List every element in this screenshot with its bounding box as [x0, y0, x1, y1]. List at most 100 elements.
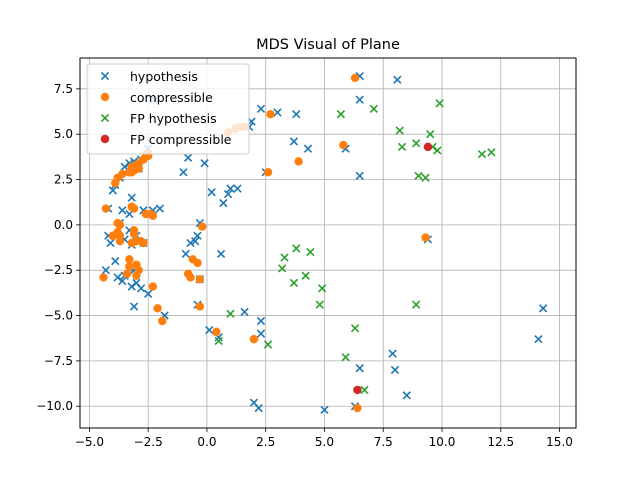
- fp-hypothesis-point: [341, 353, 350, 362]
- compressible-point: [125, 255, 134, 264]
- x-tick-label: −2.5: [134, 435, 163, 449]
- hypothesis-point: [207, 188, 216, 197]
- hypothesis-point: [390, 365, 400, 375]
- marker-stroke: [155, 204, 165, 213]
- marker-stroke: [113, 273, 122, 282]
- marker-stroke: [139, 206, 148, 215]
- fp-hypothesis-point: [336, 110, 346, 119]
- legend-item-fp-hypothesis: FP hypothesis: [100, 111, 217, 126]
- hypothesis-point: [144, 289, 153, 298]
- hypothesis-point: [200, 159, 209, 168]
- compressible-point: [127, 168, 136, 177]
- x-tick-label: 12.5: [487, 435, 514, 449]
- marker-stroke: [317, 284, 327, 293]
- x-tick-label: 2.5: [256, 435, 275, 449]
- hypothesis-point: [101, 266, 111, 275]
- x-tick-label: 7.5: [374, 435, 393, 449]
- compressible-point: [125, 262, 134, 271]
- legend-label-hypothesis: hypothesis: [130, 69, 198, 84]
- compressible-point: [115, 236, 125, 246]
- compressible-point: [350, 73, 360, 83]
- hypothesis-point: [303, 144, 313, 153]
- y-tick-label: −7.5: [44, 354, 73, 368]
- fp-hypothesis-point: [317, 284, 327, 293]
- compressible-point: [266, 110, 275, 119]
- marker-stroke: [277, 264, 287, 273]
- compressible-point: [263, 168, 273, 177]
- compressible-point: [122, 269, 132, 279]
- hypothesis-point: [181, 249, 190, 259]
- compressible-point: [339, 140, 348, 150]
- marker-stroke: [101, 266, 111, 275]
- marker-stroke: [341, 144, 350, 153]
- marker-stroke: [289, 137, 299, 146]
- hypothesis-point: [129, 302, 139, 311]
- fp-hypothesis-point: [411, 300, 421, 309]
- hypothesis-point: [320, 405, 329, 415]
- marker-stroke: [421, 173, 430, 182]
- marker-stroke: [303, 144, 313, 153]
- marker-stroke: [183, 153, 193, 162]
- plot-area-frame: [79, 57, 577, 429]
- compressible-point: [134, 164, 143, 173]
- legend-label-fp-compressible: FP compressible: [130, 132, 232, 147]
- x-tick-label: 15.0: [546, 435, 573, 449]
- fp-hypothesis-point: [411, 139, 421, 148]
- x-tick-label: 0.0: [197, 435, 216, 449]
- fp-hypothesis-point: [301, 271, 310, 280]
- hypothesis-point: [355, 95, 364, 104]
- fp-hypothesis-point: [226, 309, 235, 318]
- marker-stroke: [273, 108, 282, 117]
- y-tick-label: 2.5: [54, 173, 73, 187]
- marker-stroke: [136, 284, 146, 293]
- marker-stroke: [144, 289, 153, 298]
- marker-stroke: [355, 95, 364, 104]
- marker-stroke: [433, 146, 442, 155]
- marker-stroke: [129, 302, 139, 311]
- legend-box: [86, 63, 250, 155]
- marker-stroke: [538, 304, 548, 313]
- compressible-point: [108, 231, 118, 240]
- hypothesis-point: [118, 206, 127, 215]
- marker-stroke: [195, 218, 205, 228]
- fp-hypothesis-point: [292, 244, 301, 253]
- marker-stroke: [360, 385, 369, 395]
- fp-hypothesis-point: [421, 173, 430, 182]
- hypothesis-point: [388, 349, 397, 358]
- fp-hypothesis-point: [487, 148, 496, 157]
- hypothesis-point: [136, 284, 146, 293]
- marker-stroke: [193, 231, 202, 240]
- legend-marker-hypothesis: [100, 71, 110, 81]
- compressible-point: [195, 302, 205, 311]
- hypothesis-point: [205, 325, 214, 335]
- hypothesis-point: [155, 204, 165, 213]
- marker-stroke: [186, 238, 195, 248]
- compressible-point: [212, 327, 221, 337]
- marker-stroke: [393, 75, 402, 84]
- hypothesis-point: [538, 304, 548, 313]
- fp-hypothesis-point: [369, 104, 379, 113]
- marker-stroke: [411, 139, 421, 148]
- hypothesis-point: [355, 363, 364, 373]
- fp-hypothesis-point: [350, 324, 360, 333]
- marker-stroke: [216, 249, 226, 259]
- marker-stroke: [336, 110, 346, 119]
- hypothesis-point: [233, 184, 242, 193]
- compressible-point: [195, 275, 205, 284]
- hypothesis-point: [393, 75, 402, 84]
- marker-stroke: [249, 398, 259, 407]
- marker-stroke: [233, 184, 242, 193]
- marker-stroke: [226, 309, 235, 318]
- compressible-point: [111, 178, 120, 188]
- compressible-point: [153, 304, 162, 313]
- marker-stroke: [132, 278, 141, 288]
- legend: hypothesis compressible FP hypothesis FP co…: [86, 63, 250, 155]
- compressible-point: [193, 258, 202, 268]
- hypothesis-point: [191, 237, 200, 246]
- marker-stroke: [355, 363, 364, 373]
- marker-stroke: [256, 316, 266, 326]
- legend-label-compressible: compressible: [130, 90, 213, 105]
- marker-stroke: [256, 329, 266, 338]
- compressible-point: [115, 220, 125, 230]
